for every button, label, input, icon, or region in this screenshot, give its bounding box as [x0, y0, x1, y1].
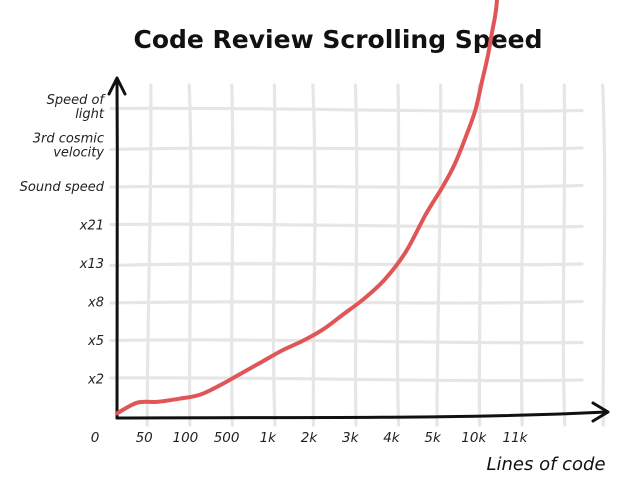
x-tick-label-100: 100 [173, 430, 199, 446]
grid-line-vertical [477, 83, 483, 427]
grid-line-horizontal [109, 106, 584, 113]
grid [109, 83, 607, 427]
grid-line-horizontal [109, 222, 584, 229]
origin-tick-label: 0 [91, 430, 100, 446]
x-tick-label-11k: 11k [503, 430, 529, 446]
x-axis-label: Lines of code [486, 454, 605, 475]
series-line-1 [115, 0, 499, 416]
y-tick-labels: x2 x5 x8 x13 x21 Sound speed 3rd cosmic velocit… [20, 93, 107, 388]
x-tick-label-2k: 2k [301, 430, 319, 446]
chart-title: Code Review Scrolling Speed [133, 25, 542, 54]
y-tick-label-x13: x13 [79, 257, 104, 272]
x-tick-label-5k: 5k [424, 430, 442, 446]
grid-line-vertical [311, 83, 317, 427]
grid-line-horizontal [109, 376, 584, 383]
x-tick-label-3k: 3k [342, 430, 360, 446]
grid-line-vertical [187, 83, 193, 427]
x-tick-label-10k: 10k [461, 430, 487, 446]
grid-line-vertical [353, 83, 359, 427]
grid-line-vertical [601, 83, 607, 427]
x-tick-labels: 0 50 100 500 1k 2k 3k 4k 5k 10k 11k [91, 430, 529, 446]
grid-line-vertical [519, 83, 525, 427]
y-tick-label-x2: x2 [87, 373, 104, 388]
y-tick-label-x5: x5 [87, 334, 104, 349]
x-tick-label-50: 50 [136, 430, 153, 446]
y-axis-arrowhead [107, 76, 127, 96]
x-tick-label-4k: 4k [383, 430, 401, 446]
grid-line-vertical [561, 83, 567, 427]
y-tick-label-x8: x8 [87, 296, 104, 311]
y-tick-label-x21: x21 [79, 219, 104, 234]
grid-line-horizontal [109, 146, 584, 152]
y-tick-label-speed-of-light: Speed of light [47, 93, 107, 122]
x-tick-label-1k: 1k [260, 430, 278, 446]
grid-line-horizontal [109, 262, 584, 268]
grid-line-vertical [435, 83, 443, 427]
x-axis-line [115, 410, 608, 420]
grid-line-vertical [395, 83, 401, 427]
grid-line-horizontal [109, 299, 584, 305]
y-axis-line [115, 78, 119, 420]
axes [107, 76, 610, 423]
x-tick-label-500: 500 [214, 430, 240, 446]
grid-line-horizontal [109, 183, 584, 189]
grid-line-horizontal [109, 338, 584, 345]
y-tick-label-sound-speed: Sound speed [20, 180, 105, 195]
y-tick-label-3rd-cosmic-velocity: 3rd cosmic velocity [33, 132, 105, 161]
series-layer [115, 0, 499, 416]
grid-line-vertical [230, 83, 235, 427]
grid-line-vertical [145, 83, 153, 427]
x-axis-arrowhead [591, 401, 610, 423]
grid-line-vertical [271, 83, 277, 427]
